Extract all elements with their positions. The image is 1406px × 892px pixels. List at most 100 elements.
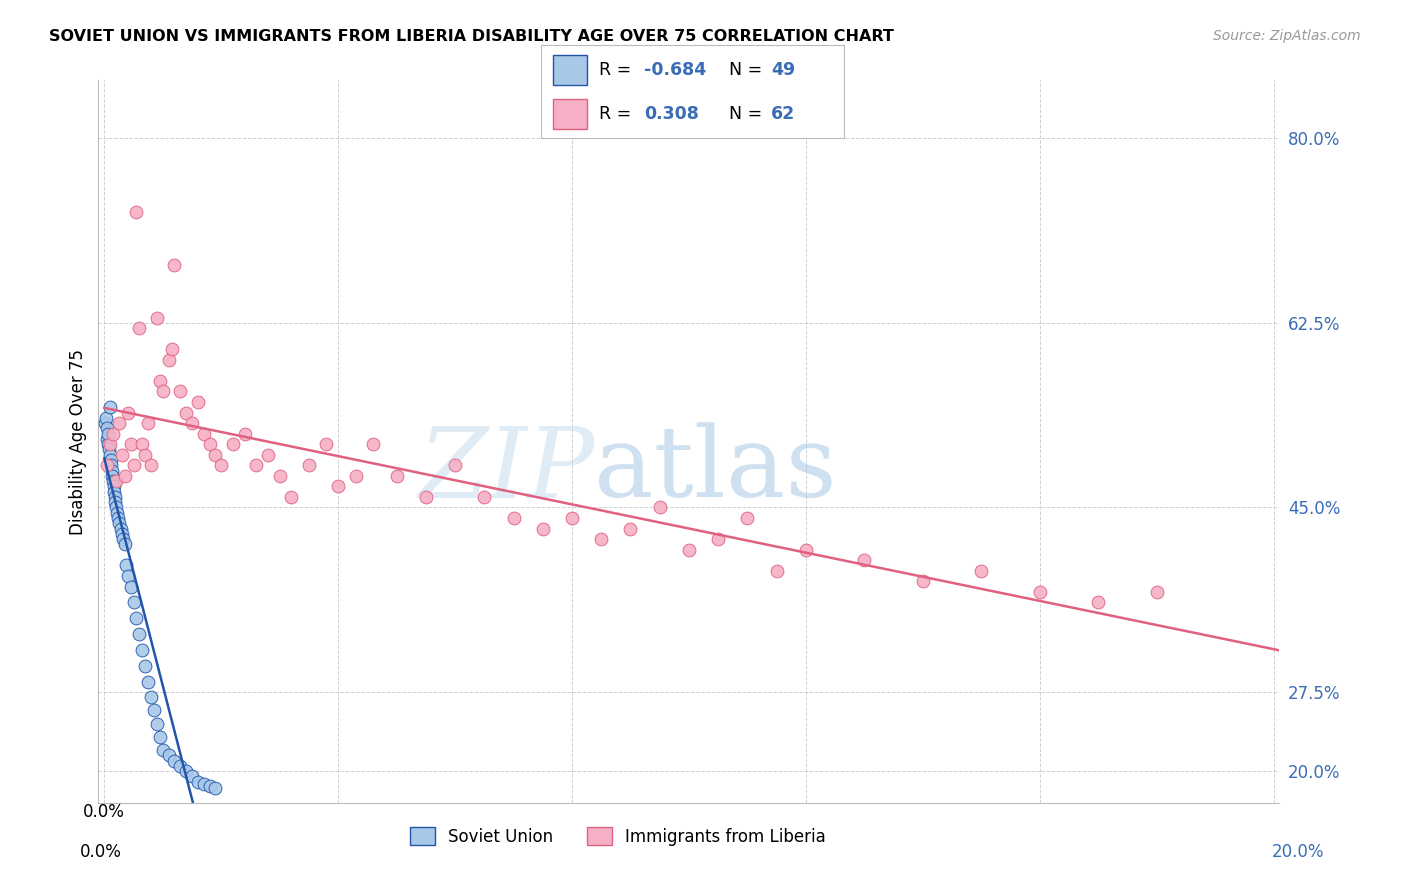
Point — [385, 468, 408, 483]
Point — [101, 474, 124, 488]
Point — [174, 405, 197, 419]
Text: 0.308: 0.308 — [644, 105, 699, 123]
Point — [120, 437, 142, 451]
Text: R =: R = — [599, 61, 637, 78]
Legend: Soviet Union, Immigrants from Liberia: Soviet Union, Immigrants from Liberia — [404, 821, 832, 852]
Point — [143, 703, 166, 717]
Point — [131, 437, 153, 451]
Point — [115, 558, 138, 573]
Point — [181, 416, 204, 430]
Point — [415, 490, 437, 504]
Text: Source: ZipAtlas.com: Source: ZipAtlas.com — [1213, 29, 1361, 43]
Point — [97, 437, 120, 451]
Point — [326, 479, 349, 493]
Point — [853, 553, 876, 567]
Point — [163, 754, 186, 768]
Point — [765, 564, 787, 578]
Point — [472, 490, 495, 504]
Point — [111, 532, 134, 546]
Point — [96, 421, 118, 435]
Point — [96, 458, 118, 473]
Text: atlas: atlas — [595, 423, 837, 518]
Point — [193, 426, 215, 441]
Point — [94, 410, 117, 425]
Point — [152, 384, 174, 399]
Point — [149, 731, 172, 745]
Point — [152, 743, 174, 757]
Point — [134, 658, 156, 673]
Point — [100, 453, 122, 467]
Text: ZIP: ZIP — [418, 423, 595, 518]
Point — [1029, 585, 1052, 599]
Point — [149, 374, 172, 388]
Point — [136, 674, 159, 689]
Point — [911, 574, 934, 589]
Point — [101, 426, 124, 441]
Point — [157, 352, 180, 367]
Text: 0.0%: 0.0% — [83, 803, 125, 821]
Point — [561, 511, 583, 525]
Point — [169, 384, 191, 399]
Point — [136, 416, 159, 430]
Point — [204, 780, 226, 795]
Point — [315, 437, 337, 451]
Point — [117, 405, 139, 419]
Point — [108, 416, 131, 430]
Point — [128, 321, 150, 335]
Point — [1087, 595, 1109, 609]
Point — [98, 437, 121, 451]
Point — [107, 511, 129, 525]
Point — [114, 468, 136, 483]
Text: -0.684: -0.684 — [644, 61, 706, 78]
Point — [108, 516, 131, 531]
Point — [98, 448, 121, 462]
Point — [233, 426, 256, 441]
Point — [198, 437, 221, 451]
Point — [361, 437, 384, 451]
Point — [531, 522, 554, 536]
Point — [737, 511, 759, 525]
Text: 62: 62 — [770, 105, 796, 123]
Point — [591, 532, 613, 546]
Point — [187, 395, 209, 409]
Point — [222, 437, 245, 451]
Point — [97, 442, 120, 457]
Point — [122, 458, 145, 473]
Text: SOVIET UNION VS IMMIGRANTS FROM LIBERIA DISABILITY AGE OVER 75 CORRELATION CHART: SOVIET UNION VS IMMIGRANTS FROM LIBERIA … — [49, 29, 894, 44]
Point — [111, 448, 134, 462]
Point — [298, 458, 321, 473]
Point — [100, 458, 122, 473]
Point — [181, 769, 204, 783]
Point — [160, 343, 183, 357]
Point — [120, 580, 142, 594]
Point — [101, 464, 124, 478]
Point — [1146, 585, 1168, 599]
Point — [96, 432, 118, 446]
Point — [131, 643, 153, 657]
Point — [128, 627, 150, 641]
Point — [269, 468, 291, 483]
Point — [98, 401, 121, 415]
Point — [104, 500, 127, 515]
Point — [117, 569, 139, 583]
Text: N =: N = — [728, 105, 768, 123]
Point — [619, 522, 641, 536]
Point — [187, 774, 209, 789]
Point — [125, 611, 148, 625]
Text: 0.0%: 0.0% — [80, 843, 122, 861]
Point — [257, 448, 280, 462]
Point — [139, 458, 162, 473]
Point — [103, 479, 125, 493]
Point — [104, 474, 127, 488]
Text: N =: N = — [728, 61, 768, 78]
Point — [193, 777, 215, 791]
Point — [169, 759, 191, 773]
Point — [104, 490, 127, 504]
Point — [105, 506, 128, 520]
Text: 49: 49 — [770, 61, 796, 78]
Point — [104, 495, 127, 509]
Text: 20.0%: 20.0% — [1271, 843, 1324, 861]
Point — [146, 310, 169, 325]
Point — [163, 258, 186, 272]
Point — [648, 500, 671, 515]
